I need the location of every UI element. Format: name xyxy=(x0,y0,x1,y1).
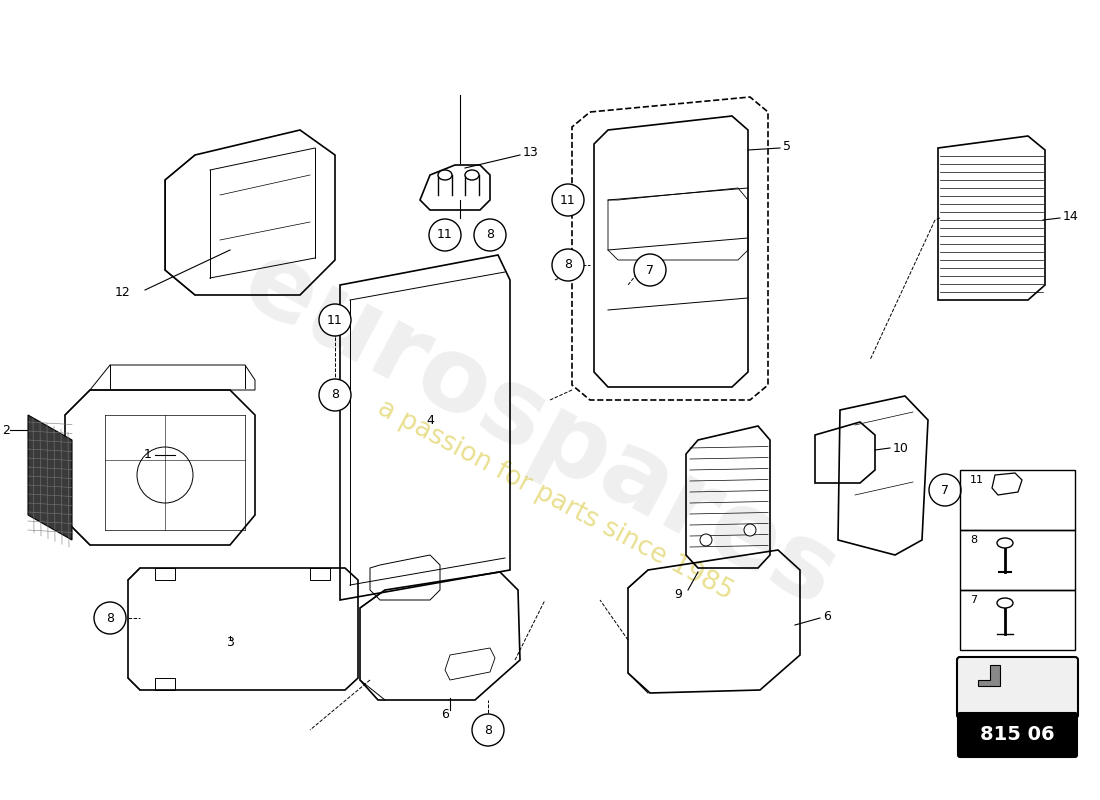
Text: eurospares: eurospares xyxy=(226,231,855,629)
Circle shape xyxy=(930,474,961,506)
Circle shape xyxy=(552,249,584,281)
Ellipse shape xyxy=(465,170,478,180)
Text: 14: 14 xyxy=(1063,210,1079,223)
Polygon shape xyxy=(28,415,72,540)
Circle shape xyxy=(474,219,506,251)
Circle shape xyxy=(744,524,756,536)
Text: 5: 5 xyxy=(783,141,791,154)
Text: 11: 11 xyxy=(437,229,453,242)
Text: 10: 10 xyxy=(893,442,909,454)
Text: 6: 6 xyxy=(823,610,830,623)
Text: 7: 7 xyxy=(970,595,977,605)
Circle shape xyxy=(552,184,584,216)
Text: 7: 7 xyxy=(940,483,949,497)
Text: 3: 3 xyxy=(227,635,234,649)
Text: 4: 4 xyxy=(426,414,433,426)
Circle shape xyxy=(700,534,712,546)
Text: 13: 13 xyxy=(522,146,539,159)
Text: 6: 6 xyxy=(441,709,449,722)
Text: 9: 9 xyxy=(674,589,682,602)
Ellipse shape xyxy=(997,598,1013,608)
FancyBboxPatch shape xyxy=(957,657,1078,718)
Text: a passion for parts since 1985: a passion for parts since 1985 xyxy=(373,395,737,605)
Text: 8: 8 xyxy=(486,229,494,242)
Text: 2: 2 xyxy=(2,423,10,437)
Text: 11: 11 xyxy=(560,194,576,206)
Text: 815 06: 815 06 xyxy=(980,726,1055,745)
Text: 11: 11 xyxy=(327,314,343,326)
Polygon shape xyxy=(978,665,1000,686)
Text: 8: 8 xyxy=(484,723,492,737)
Ellipse shape xyxy=(997,538,1013,548)
Text: 8: 8 xyxy=(564,258,572,271)
Text: 1: 1 xyxy=(144,449,152,462)
Circle shape xyxy=(634,254,665,286)
Text: 12: 12 xyxy=(114,286,130,298)
Circle shape xyxy=(429,219,461,251)
Text: 11: 11 xyxy=(970,475,985,485)
Text: 7: 7 xyxy=(646,263,654,277)
Circle shape xyxy=(319,379,351,411)
Circle shape xyxy=(319,304,351,336)
Text: 8: 8 xyxy=(331,389,339,402)
Ellipse shape xyxy=(438,170,452,180)
FancyBboxPatch shape xyxy=(958,713,1077,757)
Circle shape xyxy=(94,602,126,634)
Text: 8: 8 xyxy=(106,611,114,625)
Text: 8: 8 xyxy=(970,535,977,545)
Circle shape xyxy=(472,714,504,746)
